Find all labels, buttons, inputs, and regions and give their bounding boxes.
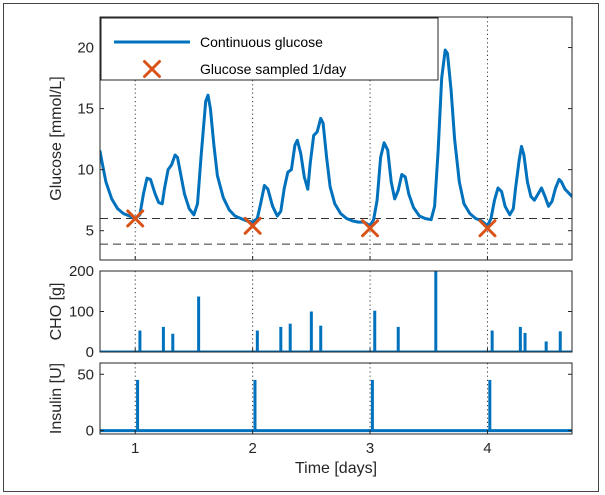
cho-bar	[288, 323, 292, 352]
legend-marker-swatch	[143, 60, 161, 78]
cho-bar	[373, 310, 377, 352]
cho-bar	[396, 326, 400, 352]
insulin-bar	[370, 379, 374, 431]
cho-bar	[138, 330, 142, 352]
cho-bar	[434, 271, 438, 352]
cho-panel: 0 100 200 CHO [g]	[48, 263, 573, 361]
glucose-y-ticks: 5 10 15 20	[77, 40, 572, 240]
glucose-y-tick-label: 5	[86, 223, 94, 240]
insulin-y-tick-label: 50	[77, 366, 94, 383]
sampled-glucose-marker	[243, 216, 262, 235]
insulin-axes-box	[99, 362, 573, 435]
insulin-panel: 0 50 1 2 3 4 Insulin [U] Time [days]	[48, 256, 573, 477]
sampled-glucose-marker	[478, 219, 497, 238]
x-axis-label: Time [days]	[295, 460, 377, 477]
cho-y-tick-label: 200	[69, 263, 94, 280]
insulin-y-ticks: 0 50	[77, 366, 572, 440]
insulin-bar	[253, 379, 257, 431]
insulin-y-tick-label: 0	[86, 423, 94, 440]
glucose-y-tick-label: 15	[77, 101, 94, 118]
cho-bar	[255, 330, 259, 352]
sampled-markers	[126, 209, 497, 238]
glucose-series	[100, 48, 572, 228]
cho-y-ticks: 0 100 200	[69, 263, 572, 361]
continuous-glucose-line	[100, 48, 572, 228]
insulin-bar	[488, 379, 492, 431]
cho-bar	[490, 330, 494, 352]
cho-bar	[319, 325, 323, 352]
x-tick-label: 3	[366, 440, 374, 457]
cho-plot-area	[100, 271, 572, 352]
cho-bar	[197, 296, 201, 352]
cho-bar	[171, 333, 175, 352]
glucose-y-tick-label: 20	[77, 40, 94, 57]
glucose-panel: 5 10 15 20 Glucose [mmol/L] Continuous gluc…	[48, 16, 573, 261]
cho-bar	[518, 326, 522, 352]
legend-box	[100, 17, 439, 81]
cho-bar	[279, 326, 283, 352]
cho-bar	[558, 331, 562, 352]
insulin-ylabel: Insulin [U]	[48, 363, 65, 434]
x-tick-label: 2	[248, 440, 256, 457]
sampled-glucose-marker	[126, 209, 145, 228]
cho-series	[100, 271, 572, 352]
day-divider-lines	[134, 271, 488, 352]
insulin-bar	[136, 379, 140, 431]
legend-label-sampled: Glucose sampled 1/day	[200, 61, 346, 77]
cho-bar	[161, 326, 165, 352]
cho-ylabel: CHO [g]	[48, 283, 65, 341]
day-divider-lines	[134, 363, 488, 434]
cho-bar	[544, 341, 548, 352]
cho-bar	[523, 332, 527, 352]
insulin-x-ticks: 1 2 3 4	[131, 256, 492, 457]
x-tick-label: 4	[483, 440, 491, 457]
cho-axes-box	[99, 270, 573, 353]
insulin-plot-area	[100, 363, 572, 434]
glucose-ylabel: Glucose [mmol/L]	[48, 76, 65, 200]
legend-label-continuous: Continuous glucose	[200, 34, 323, 50]
cho-bar	[309, 311, 313, 352]
legend: Continuous glucose Glucose sampled 1/day	[100, 17, 439, 81]
cho-y-tick-label: 0	[86, 344, 94, 361]
insulin-series	[100, 379, 572, 433]
glucose-threshold-lines	[100, 217, 572, 245]
sampled-glucose-marker	[361, 219, 380, 238]
x-tick-label: 1	[131, 440, 139, 457]
glucose-axes-box	[99, 16, 573, 261]
glucose-y-tick-label: 10	[77, 162, 94, 179]
cho-y-tick-label: 100	[69, 304, 94, 321]
